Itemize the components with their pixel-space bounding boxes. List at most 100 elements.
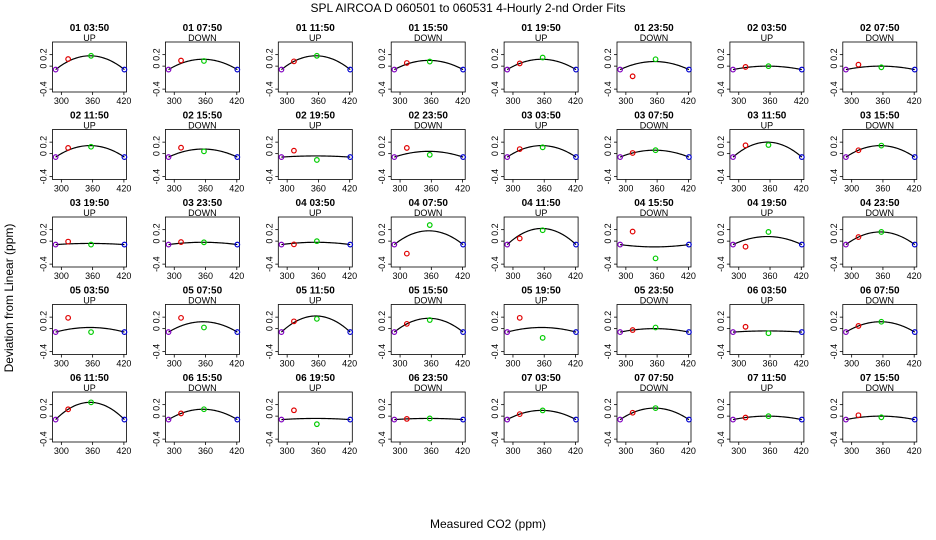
y-tick-label: -0.4 [829,256,839,272]
panel-title: 07 07:50 [634,373,674,384]
panel-title: 02 19:50 [296,111,336,122]
x-tick-label: 360 [85,446,100,456]
standard-point [391,416,398,423]
x-tick-label: 300 [54,359,69,369]
panel-title: 07 15:50 [860,373,900,384]
standard-point [278,416,285,423]
x-tick-label: 420 [342,359,357,369]
y-tick-label: 0.2 [716,48,726,61]
y-tick-label: -0.4 [151,344,161,360]
y-tick-label: -0.4 [151,81,161,97]
standard-point [165,241,172,248]
x-tick-label: 360 [650,446,665,456]
standard-point [843,329,849,335]
y-tick-label: 0.2 [829,223,839,236]
y-tick-label: -0.4 [490,81,500,97]
standard-point [629,409,636,416]
x-tick-label: 360 [424,359,439,369]
panel-title: 04 11:50 [522,198,561,209]
x-tick-label: 420 [229,96,244,106]
x-tick-label: 300 [844,446,859,456]
x-tick-label: 300 [618,446,633,456]
y-tick-label: 0.2 [490,223,500,236]
x-tick-label: 360 [424,184,439,194]
standard-point [121,416,128,423]
standard-point [88,52,94,59]
y-tick-label: -0.4 [829,169,839,185]
standard-point [765,229,772,235]
panel-title: 02 07:50 [860,23,900,34]
y-tick-label: 0.2 [829,48,839,61]
x-tick-label: 360 [763,271,778,281]
panel-frame [503,391,579,443]
panel-direction: UP [83,296,96,306]
y-tick-label: 0 [39,64,49,69]
y-tick-label: 0.2 [39,311,49,324]
standard-point [52,416,59,423]
standard-point [460,154,467,160]
x-tick-label: 300 [731,359,746,369]
y-tick-label: -0.4 [39,431,49,447]
y-tick-label: -0.4 [829,81,839,97]
y-tick-label: 0.2 [716,398,726,411]
x-tick-label: 300 [618,271,633,281]
panel-title: 02 11:50 [70,111,109,122]
y-tick-label: 0 [39,414,49,419]
fit-curve [507,326,577,333]
panel-frame [277,304,353,355]
y-tick-label: 0.2 [603,223,613,236]
standard-point [291,407,297,414]
panel-title: 01 11:50 [296,23,335,34]
x-tick-label: 420 [116,359,131,369]
x-tick-label: 300 [167,96,182,106]
y-tick-label: 0.2 [377,223,387,236]
panel-title: 01 15:50 [408,23,448,34]
fit-curve [732,235,803,246]
standard-point [652,405,659,412]
fit-curve [619,149,690,158]
panel-frame [164,391,240,443]
standard-point [88,241,94,248]
standard-point [878,64,885,71]
y-tick-label: 0 [264,326,274,331]
standard-point [234,154,241,160]
figure-title: SPL AIRCOA D 060501 to 060531 4-Hourly 2… [310,1,625,15]
panel-frame [503,304,579,355]
standard-point [878,318,885,325]
y-tick-label: 0.2 [377,311,387,324]
x-tick-label: 420 [568,96,583,106]
panel-title: 04 23:50 [860,198,900,209]
y-tick-label: 0.2 [490,311,500,324]
panel-frame [52,304,127,355]
panel-frame [616,41,692,93]
standard-point [686,154,692,160]
y-tick-label: 0 [490,239,500,244]
standard-point [539,54,546,61]
panel-title: 06 15:50 [183,373,223,384]
y-tick-label: 0.2 [490,398,500,411]
panel-title: 03 03:50 [521,111,561,122]
y-tick-label: 0 [716,64,726,69]
x-tick-label: 300 [393,96,408,106]
y-tick-label: 0 [603,151,613,156]
standard-point [426,151,433,158]
panel-title: 07 03:50 [521,373,561,384]
standard-point [278,66,285,73]
panel-frame [503,41,579,93]
panel-frame [729,129,805,180]
panel-title: 05 15:50 [408,286,448,297]
standard-point [391,241,398,248]
standard-point [347,329,354,335]
y-tick-label: 0 [603,414,613,419]
standard-point [516,314,523,321]
x-tick-label: 360 [424,271,439,281]
x-tick-label: 420 [342,271,357,281]
panel-title: 05 03:50 [70,286,110,297]
